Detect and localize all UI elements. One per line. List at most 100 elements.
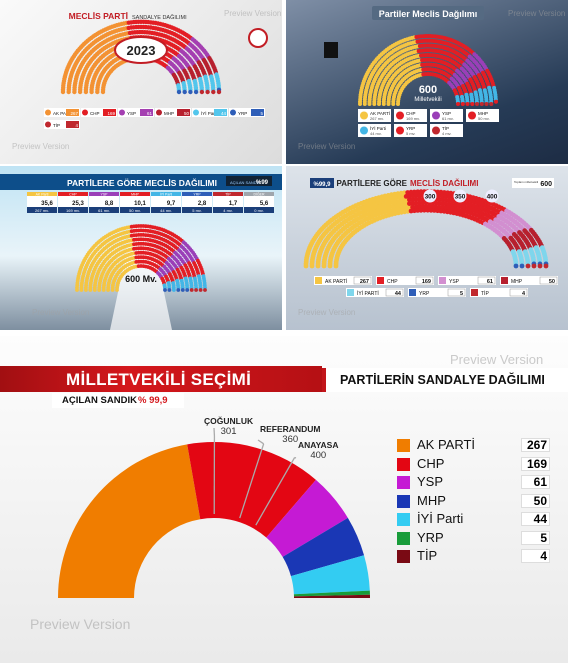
threshold-leader <box>294 456 297 459</box>
legend-name: İYİ Parti <box>370 125 386 131</box>
party-logo-icon <box>432 111 440 120</box>
legend-row: AK PARTİ 267 <box>397 436 557 455</box>
panel2-hemicycle: Partiler Meclis Dağılımı 600 Milletvekil… <box>324 6 499 137</box>
seat-strip <box>58 207 88 213</box>
party-logo-icon <box>471 289 478 296</box>
panel3-title: PARTİLERE GÖRE MECLİS DAĞILIMI <box>67 177 217 188</box>
legend-value: 267 <box>70 111 78 116</box>
seat-dot <box>193 89 199 95</box>
legend-value: 5 mv. <box>406 131 415 136</box>
legend-name: MHP <box>164 111 174 116</box>
seat-segment <box>266 479 348 557</box>
party-seats: 50 <box>521 493 550 508</box>
party-pct: 2,8 <box>198 201 207 207</box>
seat-dot <box>519 263 525 269</box>
seat-strip <box>27 207 57 213</box>
seat-dot <box>182 89 187 95</box>
value-box <box>539 276 558 285</box>
party-logo-icon <box>119 109 125 116</box>
legend-value: 5 <box>260 111 263 116</box>
legend-chip <box>44 120 80 129</box>
legend-chip <box>155 108 191 117</box>
party-logo-icon <box>156 109 162 116</box>
value-box <box>140 109 153 116</box>
party-name: DİĞER <box>253 192 265 197</box>
legend-name: YRP <box>238 111 247 116</box>
party-logo-icon <box>230 109 236 116</box>
legend-name: AK PARTİ <box>53 110 73 116</box>
threshold-marker <box>453 189 467 203</box>
seat-dot <box>199 89 205 95</box>
seat-dot <box>198 288 203 292</box>
seat-dot <box>470 102 475 106</box>
party-logo-icon <box>315 277 322 284</box>
party-name: YRP <box>417 529 444 545</box>
panel3-pct-label: AÇILAN SANDIK <box>230 180 261 185</box>
seat-dot <box>531 263 537 269</box>
legend-name: TİP <box>53 122 60 128</box>
panel4-total: 600 <box>540 181 552 188</box>
party-seats: 50 mv. <box>129 208 141 213</box>
count-value: % 99,9 <box>138 395 168 406</box>
watermark: Preview Version <box>12 142 70 151</box>
legend-value: 61 <box>147 111 153 116</box>
count-label: AÇILAN SANDIK <box>62 395 137 406</box>
party-logo-icon <box>396 111 404 120</box>
seat-segment <box>187 442 316 538</box>
panel4-hemicycle: %99,9 PARTİLERE GÖRE MECLİS DAĞILIMI Top… <box>303 178 558 297</box>
seat-segment <box>293 590 370 597</box>
seat-strip <box>151 207 181 213</box>
page-subtitle: PARTİLERİN SANDALYE DAĞILIMI <box>340 373 545 387</box>
value-box <box>477 276 496 285</box>
value-box <box>509 288 528 297</box>
panel1-subtitle: SANDALYE DAĞILIMI <box>132 14 187 21</box>
seat-dot <box>188 89 193 95</box>
party-name: İYİ Parti <box>160 192 173 197</box>
seat-dot <box>180 288 185 292</box>
value-box <box>385 288 404 297</box>
party-pct: 10,1 <box>134 201 146 207</box>
legend-value: 267 <box>360 279 369 285</box>
count-badge: AÇILAN SANDIK % 99,9 <box>52 393 184 408</box>
party-color-bar <box>244 192 274 196</box>
party-pct: 35,6 <box>41 201 53 207</box>
seat-dot <box>413 196 419 202</box>
value-box <box>66 121 79 128</box>
panel3-hemicycle: PARTİLERE GÖRE MECLİS DAĞILIMI AÇILAN SA… <box>0 174 282 330</box>
party-pct: 5,6 <box>260 201 269 207</box>
party-name: AK PARTİ <box>417 437 476 452</box>
panel1-hemicycle: 2023 MECLİS PARTİ SANDALYE DAĞILIMI AK P… <box>44 11 268 129</box>
legend-chip <box>346 288 404 297</box>
seat-strip <box>120 207 150 213</box>
party-color-bar <box>151 192 181 196</box>
legend-value: 4 <box>75 123 78 128</box>
value-box <box>214 109 227 116</box>
seat-strip <box>244 207 274 213</box>
party-pct: 9,7 <box>167 201 176 207</box>
seat-dot <box>205 89 210 95</box>
seat-dot <box>411 189 417 195</box>
party-name: TİP <box>225 192 231 197</box>
legend-row: CHP 169 <box>397 455 557 474</box>
main-seat-distribution: Preview Version MİLLETVEKİLİ SEÇİMİ PART… <box>0 336 568 663</box>
threshold-line <box>255 457 296 526</box>
legend-chip <box>44 108 80 117</box>
legend-chip <box>81 108 117 117</box>
seat-strip <box>182 207 212 213</box>
seat-dot <box>211 89 216 95</box>
party-legend: AK PARTİ 267 CHP 169 YSP 61 MHP 50 İYİ Parti… <box>397 436 557 566</box>
party-seats: 0 mv. <box>254 208 263 213</box>
watermark: Preview Version <box>30 616 131 632</box>
panel4-legend: AK PARTİ 267 CHP 169 YSP 61 MHP 50 İYİ PARTİ 44 YR… <box>314 276 558 297</box>
party-seats: 267 <box>521 438 550 452</box>
seat-dot <box>475 102 479 106</box>
party-name: TİP <box>417 548 438 563</box>
legend-name: CHP <box>387 279 398 285</box>
legend-name: CHP <box>406 111 416 116</box>
seat-dot <box>420 204 425 209</box>
party-logo-icon <box>360 111 368 120</box>
seat-dot <box>416 200 422 206</box>
legend-chip <box>229 108 265 117</box>
